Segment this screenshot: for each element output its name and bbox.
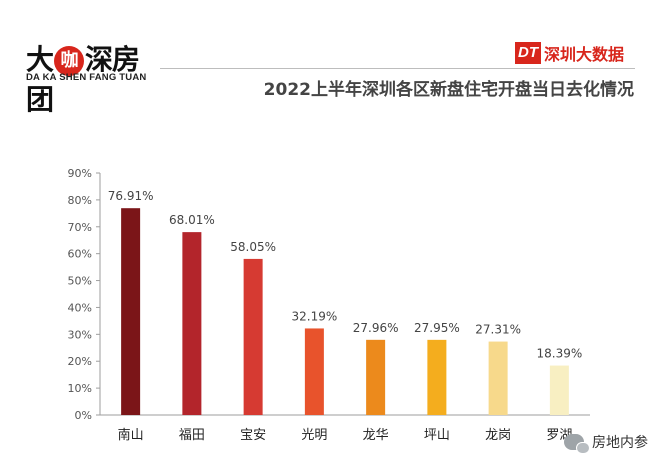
header-divider — [160, 68, 635, 69]
bar-7 — [549, 365, 569, 415]
logo-chinese: 大咖深房团 — [26, 43, 140, 116]
y-tick-label: 40% — [68, 301, 92, 314]
bar-1 — [182, 232, 202, 415]
y-tick-label: 90% — [68, 167, 92, 180]
x-tick-label: 光明 — [301, 428, 327, 443]
x-tick-label: 龙华 — [363, 428, 389, 443]
data-label: 68.01% — [169, 213, 215, 227]
data-label: 27.95% — [414, 321, 460, 335]
x-tick-label: 福田 — [179, 428, 205, 443]
brand-logo: 大咖深房团 DA KA SHEN FANG TUAN — [26, 38, 156, 116]
logo-ka-badge: 咖 — [54, 46, 85, 76]
bar-6 — [488, 341, 508, 415]
bar-3 — [304, 328, 324, 415]
y-tick-label: 20% — [68, 355, 92, 368]
data-label: 27.96% — [353, 321, 399, 335]
data-label: 27.31% — [475, 323, 521, 337]
x-tick-label: 龙岗 — [485, 428, 511, 443]
bar-0 — [121, 208, 141, 415]
y-tick-label: 50% — [68, 275, 92, 288]
y-tick-label: 0% — [75, 409, 92, 422]
y-tick-label: 80% — [68, 194, 92, 207]
bar-4 — [366, 339, 386, 415]
data-label: 58.05% — [230, 240, 276, 254]
y-tick-label: 30% — [68, 328, 92, 341]
y-tick-label: 70% — [68, 221, 92, 234]
bar-5 — [427, 339, 447, 415]
y-tick-label: 60% — [68, 248, 92, 261]
x-tick-label: 宝安 — [240, 428, 266, 443]
logo-english: DA KA SHEN FANG TUAN — [26, 72, 147, 83]
bar-2 — [243, 258, 263, 415]
dt-text: 深圳大数据 — [544, 45, 625, 64]
data-label: 76.91% — [108, 189, 154, 203]
footer-credit: 房地内参 — [564, 432, 648, 454]
footer-text: 房地内参 — [592, 435, 648, 451]
y-tick-label: 10% — [68, 382, 92, 395]
wechat-icon — [564, 434, 590, 454]
chart-title: 2022上半年深圳各区新盘住宅开盘当日去化情况 — [263, 80, 634, 100]
dt-brand: DT 深圳大数据 — [515, 41, 624, 65]
x-tick-label: 坪山 — [424, 428, 450, 443]
x-tick-label: 南山 — [118, 427, 144, 443]
data-label: 32.19% — [291, 309, 337, 323]
data-label: 18.39% — [536, 347, 582, 361]
dt-badge: DT — [515, 42, 541, 64]
